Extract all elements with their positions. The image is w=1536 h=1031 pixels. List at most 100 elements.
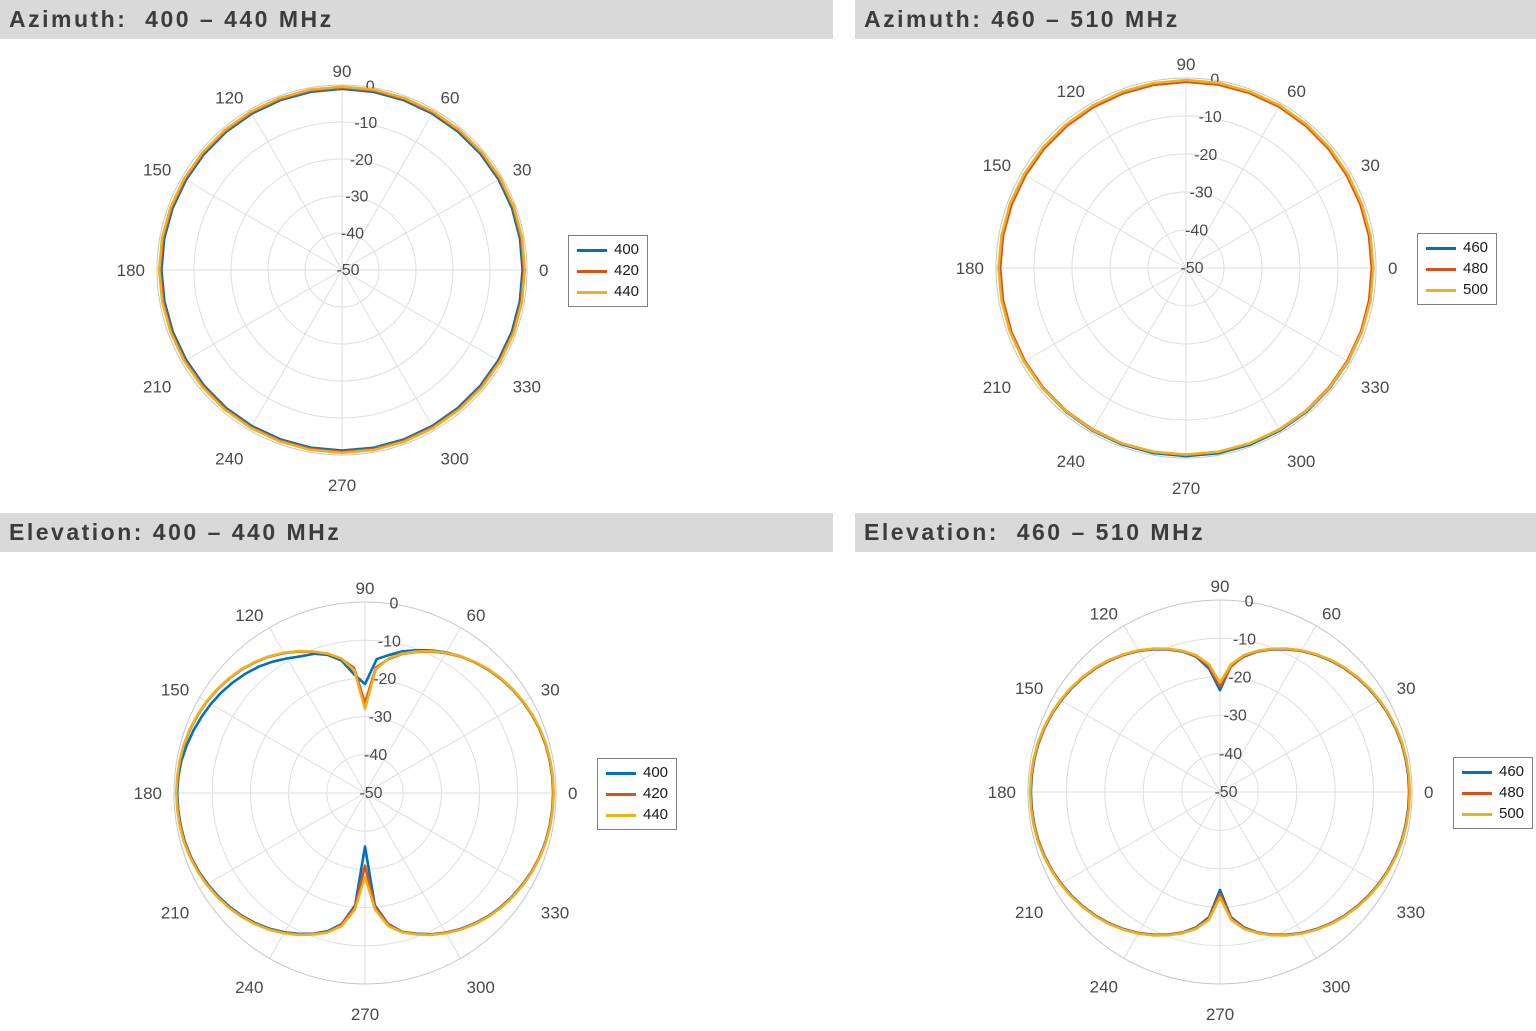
polar-grid-spoke: [249, 269, 343, 431]
radial-tick-label: -50: [336, 262, 359, 279]
polar-grid-spoke: [249, 109, 343, 271]
polar-grid-ring: [326, 754, 404, 832]
radial-tick-label: -20: [1194, 147, 1217, 164]
legend-item-460: 460: [1426, 240, 1488, 256]
radial-tick-label: 0: [366, 78, 375, 95]
polar-grid-ring: [1181, 753, 1259, 831]
polar-grid-spoke: [1053, 791, 1221, 889]
radial-tick-label: -50: [359, 785, 382, 802]
polar-grid-spoke: [1185, 267, 1351, 364]
polar-grid-spoke: [181, 269, 343, 363]
legend-azimuth-high: 460 480 500: [1417, 233, 1498, 305]
legend-item-420: 420: [577, 263, 639, 279]
angle-tick-label: 180: [134, 784, 162, 803]
polar-grid-spoke: [1219, 695, 1387, 793]
angle-tick-label: 30: [1397, 679, 1416, 698]
chart-title-bar: Azimuth: 400 – 440 MHz: [0, 0, 833, 39]
angle-tick-label: 270: [328, 476, 356, 495]
legend-line-swatch: [606, 792, 636, 796]
legend-label: 500: [1463, 281, 1489, 298]
polar-chart-azimuth-high: 0 30 60 90 120 150 180 210 240 270 300 330 0 -10 -20 -3…: [956, 55, 1398, 498]
angle-tick-label: 60: [467, 606, 486, 625]
legend-label: 400: [643, 764, 669, 781]
polar-chart-azimuth-low: 0 30 60 90 120 150 180 210 240 270 300 330 0 -10 -20 -3…: [117, 62, 549, 495]
polar-grid-spoke: [1185, 267, 1282, 433]
polar-grid-spoke: [1123, 791, 1221, 959]
polar-chart-elevation-low: 0 30 60 90 120 150 180 210 240 270 300 330 0 -10 -20 -3…: [134, 579, 578, 1024]
polar-grid-ring: [1147, 229, 1225, 307]
legend-item-420: 420: [606, 786, 668, 802]
polar-grid-ring: [249, 677, 481, 909]
series-line-500: [1028, 647, 1412, 937]
angle-tick-label: 300: [1322, 978, 1350, 997]
series-line-500: [997, 78, 1375, 456]
chart-title-bar: Azimuth: 460 – 510 MHz: [855, 0, 1536, 39]
legend-item-480: 480: [1426, 261, 1488, 277]
chart-title: Elevation: 460 – 510 MHz: [864, 519, 1206, 545]
polar-grid-spoke: [341, 177, 503, 271]
polar-grid-ring: [1104, 676, 1336, 908]
angle-tick-label: 210: [143, 378, 171, 397]
polar-outer-ring: [156, 84, 528, 456]
legend-label: 480: [1499, 784, 1525, 801]
legend-item-400: 400: [577, 242, 639, 258]
polar-grid-ring: [211, 639, 519, 947]
angle-tick-label: 120: [1090, 604, 1118, 623]
polar-grid-spoke: [341, 269, 503, 363]
angle-tick-label: 30: [513, 161, 532, 180]
radial-tick-label: -20: [1228, 670, 1251, 687]
polar-grid-spoke: [364, 697, 531, 794]
radial-tick-label: -40: [1219, 746, 1242, 763]
angle-tick-label: 30: [541, 681, 560, 700]
angle-tick-label: 150: [1015, 679, 1043, 698]
chart-title: Azimuth: 400 – 440 MHz: [9, 6, 334, 32]
legend-item-480: 480: [1462, 785, 1524, 801]
angle-tick-label: 60: [1322, 604, 1341, 623]
angle-tick-label: 120: [1057, 82, 1085, 101]
polar-grid-spoke: [1219, 625, 1317, 793]
polar-grid-spoke: [1090, 103, 1187, 269]
angle-tick-label: 60: [441, 88, 460, 107]
angle-tick-label: 270: [351, 1005, 379, 1024]
angle-tick-label: 90: [1177, 55, 1196, 74]
angle-tick-label: 240: [1057, 452, 1085, 471]
angle-tick-label: 300: [441, 450, 469, 469]
legend-line-swatch: [1462, 770, 1492, 774]
polar-outer-ring: [173, 601, 557, 985]
polar-chart-elevation-high: 0 30 60 90 120 150 180 210 240 270 300 330 0 -10 -20 -3…: [988, 577, 1434, 1024]
legend-line-swatch: [577, 248, 607, 252]
polar-grid-ring: [304, 232, 380, 308]
radial-tick-label: -10: [1233, 631, 1256, 648]
legend-item-440: 440: [606, 807, 668, 823]
radial-tick-label: -10: [1199, 109, 1222, 126]
polar-grid-spoke: [269, 627, 366, 794]
polar-grid-spoke: [199, 697, 366, 794]
angle-tick-label: 240: [235, 978, 263, 997]
polar-grid-ring: [230, 158, 454, 382]
panel-elevation-high: Elevation: 460 – 510 MHz 0 30 60 90 120 150 18…: [855, 513, 1536, 1031]
legend-item-400: 400: [606, 765, 668, 781]
angle-tick-label: 150: [143, 161, 171, 180]
angle-tick-label: 240: [215, 450, 243, 469]
polar-grid-ring: [1033, 115, 1339, 421]
legend-line-swatch: [606, 771, 636, 775]
angle-tick-label: 30: [1361, 156, 1380, 175]
polar-outer-ring: [1027, 599, 1413, 985]
legend-label: 440: [614, 283, 640, 300]
radial-tick-label: -20: [373, 671, 396, 688]
legend-elevation-low: 400 420 440: [597, 758, 678, 830]
legend-item-460: 460: [1462, 764, 1524, 780]
legend-item-440: 440: [577, 284, 639, 300]
polar-grid-spoke: [1219, 791, 1387, 889]
panel-azimuth-high: Azimuth: 460 – 510 MHz 0 30 60 90 120 150 180 2…: [855, 0, 1536, 513]
angle-tick-label: 180: [988, 783, 1016, 802]
polar-grid-spoke: [364, 792, 461, 959]
angle-tick-label: 60: [1287, 82, 1306, 101]
polar-grid-spoke: [341, 109, 435, 271]
radial-tick-label: -50: [1214, 784, 1237, 801]
legend-label: 440: [643, 806, 669, 823]
legend-line-swatch: [606, 813, 636, 817]
radial-tick-label: -50: [1180, 260, 1203, 277]
series-line-440: [157, 85, 527, 455]
